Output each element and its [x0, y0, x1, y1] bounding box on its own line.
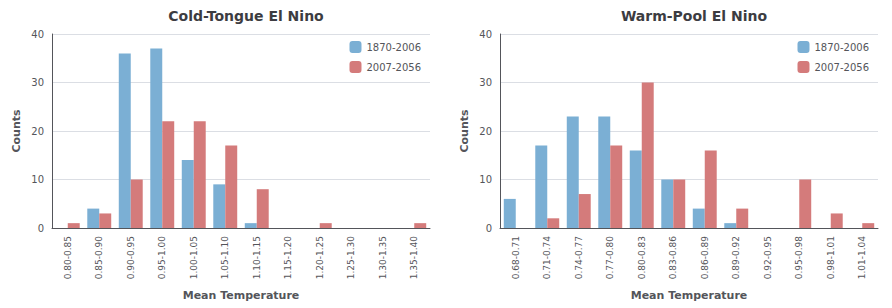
svg-text:10: 10 [31, 174, 44, 185]
svg-text:0.74-0.77: 0.74-0.77 [574, 236, 584, 279]
svg-text:20: 20 [31, 126, 44, 137]
svg-text:0.95-1.00: 0.95-1.00 [157, 236, 167, 280]
svg-text:10: 10 [479, 174, 492, 185]
svg-text:Mean Temperature: Mean Temperature [183, 289, 300, 302]
svg-text:30: 30 [479, 77, 492, 88]
svg-text:Mean Temperature: Mean Temperature [631, 289, 748, 302]
svg-text:1.30-1.35: 1.30-1.35 [378, 236, 388, 279]
svg-text:0.95-0.98: 0.95-0.98 [794, 236, 804, 280]
svg-text:0.89-0.92: 0.89-0.92 [731, 236, 741, 279]
svg-text:1.01-1.04: 1.01-1.04 [857, 236, 867, 280]
svg-text:1.10-1.15: 1.10-1.15 [252, 236, 262, 279]
svg-text:0.80-0.85: 0.80-0.85 [63, 236, 73, 279]
svg-text:20: 20 [479, 126, 492, 137]
svg-text:Cold-Tongue El Nino: Cold-Tongue El Nino [168, 8, 324, 24]
svg-text:40: 40 [479, 29, 492, 40]
svg-text:0.90-0.95: 0.90-0.95 [126, 236, 136, 279]
svg-text:Warm-Pool El Nino: Warm-Pool El Nino [621, 8, 768, 24]
svg-text:1870-2006: 1870-2006 [366, 42, 421, 53]
svg-text:30: 30 [31, 77, 44, 88]
svg-text:0.98-1.01: 0.98-1.01 [826, 236, 836, 279]
svg-text:1.35-1.40: 1.35-1.40 [409, 236, 419, 280]
svg-text:40: 40 [31, 29, 44, 40]
svg-text:2007-2056: 2007-2056 [814, 62, 869, 73]
svg-text:0.83-0.86: 0.83-0.86 [668, 236, 678, 280]
svg-text:Counts: Counts [458, 109, 471, 153]
svg-text:1.00-1.05: 1.00-1.05 [189, 236, 199, 279]
svg-text:0.71-0.74: 0.71-0.74 [542, 236, 552, 280]
svg-text:0: 0 [486, 223, 492, 234]
svg-text:0.80-0.83: 0.80-0.83 [637, 236, 647, 279]
svg-text:0.92-0.95: 0.92-0.95 [763, 236, 773, 279]
svg-text:1.05-1.10: 1.05-1.10 [220, 236, 230, 280]
svg-text:Counts: Counts [10, 109, 23, 153]
svg-text:0.86-0.89: 0.86-0.89 [700, 236, 710, 280]
svg-text:1.25-1.30: 1.25-1.30 [346, 236, 356, 280]
svg-text:2007-2056: 2007-2056 [366, 62, 421, 73]
svg-text:0.85-0.90: 0.85-0.90 [94, 236, 104, 280]
svg-text:1870-2006: 1870-2006 [814, 42, 869, 53]
svg-text:0.68-0.71: 0.68-0.71 [511, 236, 521, 279]
svg-text:0: 0 [38, 223, 44, 234]
svg-text:0.77-0.80: 0.77-0.80 [605, 236, 615, 280]
svg-text:1.20-1.25: 1.20-1.25 [315, 236, 325, 279]
svg-text:1.15-1.20: 1.15-1.20 [283, 236, 293, 280]
